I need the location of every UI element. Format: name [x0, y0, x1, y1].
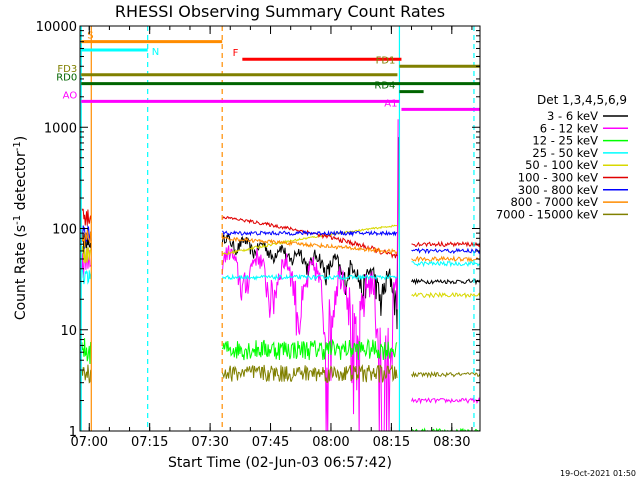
series-line — [222, 229, 398, 238]
series-line — [411, 396, 480, 405]
legend-title: Det 1,3,4,5,6,9 — [537, 93, 627, 107]
x-axis-label: Start Time (02-Jun-03 06:57:42) — [168, 455, 392, 471]
flag-bar-label: FD1 — [376, 55, 396, 66]
series-line — [221, 224, 398, 255]
x-tick-label: 07:45 — [252, 435, 289, 450]
legend-label: 100 - 300 keV — [518, 171, 598, 185]
y-axis: 1 10 100 1000 10000 — [36, 20, 480, 440]
legend-label: 800 - 7000 keV — [510, 195, 598, 209]
series-line — [411, 370, 480, 379]
series-line — [81, 269, 92, 285]
legend-label: 300 - 800 keV — [518, 183, 598, 197]
flag-bar-label: AO — [63, 90, 78, 101]
flag-bar-label: F — [233, 48, 239, 59]
flag-bar-label: N — [152, 47, 159, 58]
series-line — [411, 291, 480, 299]
series-line — [221, 119, 399, 431]
y-tick-label: 10 — [60, 324, 77, 339]
flag-bar-label: RD0 — [56, 73, 77, 84]
legend-label: 25 - 50 keV — [532, 146, 598, 160]
series-line — [411, 427, 480, 431]
series-line — [221, 364, 398, 384]
legend-label: 6 - 12 keV — [540, 121, 598, 135]
x-tick-label: 07:30 — [191, 435, 228, 450]
plot-content — [80, 26, 480, 431]
render-timestamp: 19-Oct-2021 01:50 — [560, 469, 636, 478]
x-tick-label: 07:00 — [71, 435, 108, 450]
y-tick-label: 1 — [69, 425, 77, 440]
series-line — [411, 247, 480, 255]
series-line — [411, 277, 480, 286]
legend-label: 50 - 100 keV — [525, 158, 598, 172]
y-tick-label: 100 — [52, 223, 77, 238]
x-tick-label: 07:15 — [131, 435, 168, 450]
series-line — [81, 208, 92, 226]
legend-label: 12 - 25 keV — [532, 134, 598, 148]
series-line — [81, 246, 92, 264]
y-tick-label: 10000 — [36, 20, 77, 35]
series-line — [411, 260, 480, 268]
flag-bar-label: A1 — [384, 98, 397, 109]
series-line — [221, 273, 398, 281]
series-line — [81, 338, 92, 365]
series-line — [411, 255, 480, 263]
series-line — [81, 364, 92, 384]
plot-frame — [79, 25, 481, 432]
series-line — [221, 338, 398, 361]
x-tick-label: 08:00 — [312, 435, 349, 450]
flag-bar-label: S — [87, 31, 93, 42]
legend-label: 7000 - 15000 keV — [496, 207, 598, 221]
y-axis-label: Count Rate (s-1 detector-1) — [12, 136, 29, 320]
x-tick-label: 08:15 — [373, 435, 410, 450]
series-line — [81, 229, 92, 247]
y-tick-label: 1000 — [44, 121, 77, 136]
x-axis: 07:00 07:15 07:30 07:45 08:00 08:15 08:30 — [71, 26, 473, 450]
legend-label: 3 - 6 keV — [547, 109, 598, 123]
series-line — [221, 236, 398, 255]
chart-title: RHESSI Observing Summary Count Rates — [115, 2, 445, 21]
flag-bar-label: RD4 — [374, 81, 395, 92]
series-line — [411, 240, 480, 248]
x-tick-label: 08:30 — [433, 435, 470, 450]
flag-bar-label: FD3 — [57, 64, 77, 75]
